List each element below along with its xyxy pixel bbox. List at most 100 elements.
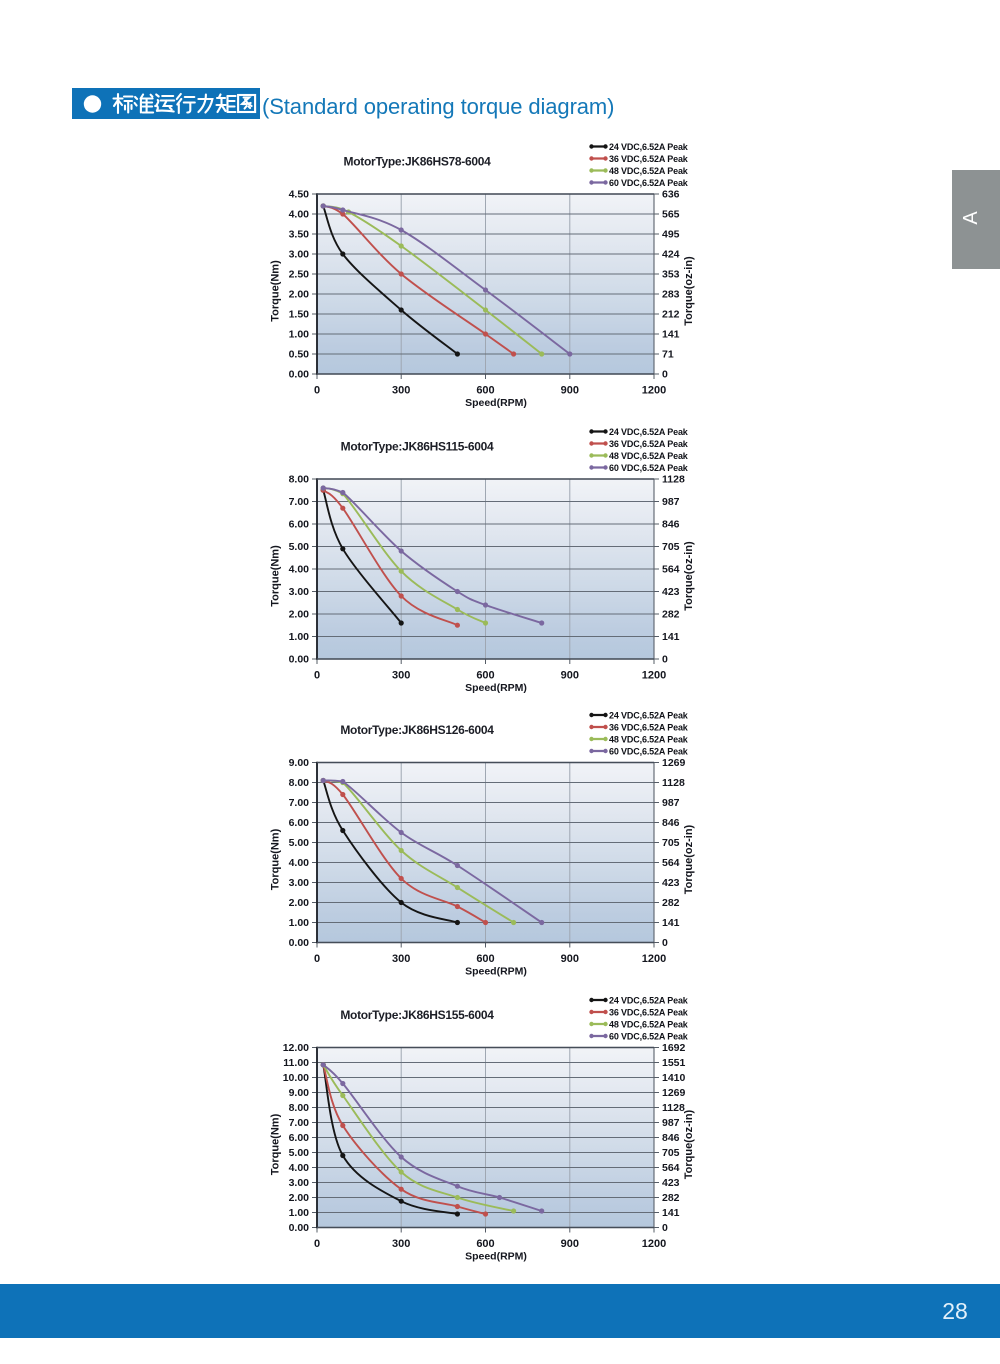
svg-text:495: 495: [662, 229, 680, 241]
svg-text:3.00: 3.00: [289, 1177, 310, 1189]
svg-text:1692: 1692: [662, 1042, 686, 1054]
svg-text:0.00: 0.00: [289, 937, 310, 949]
svg-text:48 VDC,6.52A Peak: 48 VDC,6.52A Peak: [609, 451, 689, 461]
svg-text:MotorType:JK86HS155-6004: MotorType:JK86HS155-6004: [340, 1008, 494, 1022]
svg-text:60 VDC,6.52A Peak: 60 VDC,6.52A Peak: [609, 178, 689, 188]
svg-text:0.50: 0.50: [289, 349, 310, 361]
svg-text:283: 283: [662, 289, 680, 301]
svg-text:900: 900: [561, 670, 579, 682]
svg-text:987: 987: [662, 1117, 680, 1129]
svg-text:9.00: 9.00: [289, 1087, 310, 1099]
svg-text:987: 987: [662, 496, 680, 508]
svg-text:48 VDC,6.52A Peak: 48 VDC,6.52A Peak: [609, 1019, 689, 1029]
svg-text:564: 564: [662, 564, 680, 576]
svg-text:900: 900: [561, 385, 579, 397]
svg-text:1128: 1128: [662, 777, 685, 789]
svg-text:0: 0: [662, 369, 668, 381]
svg-text:4.50: 4.50: [289, 189, 310, 201]
svg-text:6.00: 6.00: [289, 1132, 310, 1144]
svg-text:600: 600: [476, 1238, 494, 1250]
svg-text:0: 0: [662, 937, 668, 949]
svg-text:(Standard operating torque dia: (Standard operating torque diagram): [262, 94, 614, 119]
svg-text:Torque(oz-in): Torque(oz-in): [683, 824, 695, 894]
svg-text:48 VDC,6.52A Peak: 48 VDC,6.52A Peak: [609, 166, 689, 176]
svg-text:141: 141: [662, 631, 680, 643]
svg-text:987: 987: [662, 797, 680, 809]
svg-text:Torque(oz-in): Torque(oz-in): [683, 541, 695, 611]
svg-text:4.00: 4.00: [289, 564, 310, 576]
svg-text:5.00: 5.00: [289, 541, 310, 553]
svg-text:24 VDC,6.52A Peak: 24 VDC,6.52A Peak: [609, 142, 689, 152]
svg-text:36 VDC,6.52A Peak: 36 VDC,6.52A Peak: [609, 154, 689, 164]
svg-text:24 VDC,6.52A Peak: 24 VDC,6.52A Peak: [609, 427, 689, 437]
svg-text:636: 636: [662, 189, 680, 201]
svg-text:0: 0: [314, 953, 320, 965]
svg-text:Torque(Nm): Torque(Nm): [270, 1113, 282, 1175]
svg-text:4.00: 4.00: [289, 209, 310, 221]
svg-text:Speed(RPM): Speed(RPM): [465, 966, 527, 978]
svg-text:300: 300: [392, 953, 410, 965]
svg-text:0.00: 0.00: [289, 654, 310, 666]
svg-text:300: 300: [392, 670, 410, 682]
svg-text:1128: 1128: [662, 474, 685, 486]
svg-text:8.00: 8.00: [289, 777, 310, 789]
svg-text:4.00: 4.00: [289, 1162, 310, 1174]
svg-text:705: 705: [662, 541, 680, 553]
svg-text:1.00: 1.00: [289, 329, 310, 341]
svg-text:0.00: 0.00: [289, 369, 310, 381]
svg-text:Torque(Nm): Torque(Nm): [270, 545, 282, 607]
svg-text:8.00: 8.00: [289, 1102, 310, 1114]
svg-text:141: 141: [662, 917, 680, 929]
svg-text:141: 141: [662, 329, 680, 341]
svg-text:1.00: 1.00: [289, 1207, 310, 1219]
svg-text:0: 0: [662, 1222, 668, 1234]
svg-text:6.00: 6.00: [289, 519, 310, 531]
svg-text:36 VDC,6.52A Peak: 36 VDC,6.52A Peak: [609, 439, 689, 449]
svg-text:300: 300: [392, 1238, 410, 1250]
svg-text:0: 0: [662, 654, 668, 666]
svg-text:2.50: 2.50: [289, 269, 310, 281]
svg-text:3.00: 3.00: [289, 249, 310, 261]
svg-text:846: 846: [662, 519, 680, 531]
svg-text:60 VDC,6.52A Peak: 60 VDC,6.52A Peak: [609, 1031, 689, 1041]
svg-text:36 VDC,6.52A Peak: 36 VDC,6.52A Peak: [609, 722, 689, 732]
svg-text:7.00: 7.00: [289, 797, 310, 809]
svg-text:565: 565: [662, 209, 680, 221]
svg-text:4.00: 4.00: [289, 857, 310, 869]
svg-text:423: 423: [662, 586, 680, 598]
svg-text:1128: 1128: [662, 1102, 685, 1114]
svg-text:0: 0: [314, 385, 320, 397]
svg-text:600: 600: [476, 385, 494, 397]
svg-text:Speed(RPM): Speed(RPM): [465, 682, 527, 694]
svg-text:282: 282: [662, 609, 680, 621]
svg-text:705: 705: [662, 837, 680, 849]
svg-text:2.00: 2.00: [289, 1192, 310, 1204]
svg-text:212: 212: [662, 309, 680, 321]
svg-text:7.00: 7.00: [289, 1117, 310, 1129]
svg-text:60 VDC,6.52A Peak: 60 VDC,6.52A Peak: [609, 746, 689, 756]
svg-text:1200: 1200: [642, 953, 666, 965]
svg-text:Torque(oz-in): Torque(oz-in): [683, 1109, 695, 1179]
svg-text:846: 846: [662, 1132, 680, 1144]
svg-text:Torque(Nm): Torque(Nm): [270, 828, 282, 890]
svg-text:2.00: 2.00: [289, 897, 310, 909]
svg-text:8.00: 8.00: [289, 474, 310, 486]
svg-text:MotorType:JK86HS115-6004: MotorType:JK86HS115-6004: [341, 440, 494, 454]
svg-text:60 VDC,6.52A Peak: 60 VDC,6.52A Peak: [609, 463, 689, 473]
svg-text:846: 846: [662, 817, 680, 829]
svg-text:Speed(RPM): Speed(RPM): [465, 1251, 527, 1263]
svg-text:Torque(Nm): Torque(Nm): [270, 260, 282, 322]
svg-text:0: 0: [314, 1238, 320, 1250]
svg-text:A: A: [960, 211, 982, 225]
svg-text:564: 564: [662, 1162, 680, 1174]
svg-text:MotorType:JK86HS126-6004: MotorType:JK86HS126-6004: [340, 723, 494, 737]
svg-text:900: 900: [561, 1238, 579, 1250]
svg-text:1200: 1200: [642, 1238, 666, 1250]
svg-text:10.00: 10.00: [283, 1072, 309, 1084]
svg-text:28: 28: [942, 1298, 968, 1324]
svg-text:MotorType:JK86HS78-6004: MotorType:JK86HS78-6004: [344, 155, 492, 169]
svg-text:24 VDC,6.52A Peak: 24 VDC,6.52A Peak: [609, 710, 689, 720]
svg-text:600: 600: [476, 953, 494, 965]
svg-text:1200: 1200: [642, 385, 666, 397]
svg-text:Torque(oz-in): Torque(oz-in): [683, 256, 695, 326]
